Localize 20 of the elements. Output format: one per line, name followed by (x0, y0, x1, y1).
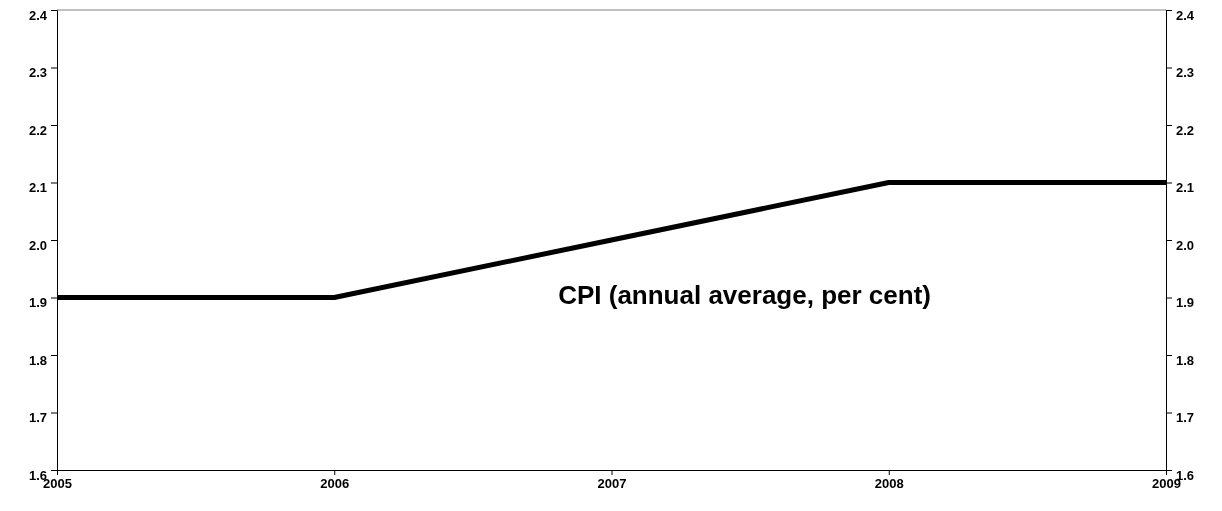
x-tick-label: 2007 (597, 476, 627, 492)
y2-tick-label: 2.3 (1176, 65, 1195, 81)
y2-tick-label: 1.7 (1176, 410, 1195, 426)
y-tick-label: 1.7 (28, 410, 47, 426)
y-tick-label: 2.1 (28, 180, 47, 196)
y2-tick-label: 1.8 (1176, 352, 1195, 368)
y-tick-label: 1.8 (28, 352, 47, 368)
y-tick-label: 2.2 (28, 122, 47, 138)
y2-tick-label: 2.1 (1176, 180, 1195, 196)
y-tick-label: 2.3 (28, 65, 47, 81)
y2-tick-label: 2.4 (1176, 7, 1195, 23)
x-tick-label: 2006 (320, 476, 350, 492)
y-tick-label: 1.9 (28, 295, 47, 311)
y2-tick-label: 2.2 (1176, 122, 1195, 138)
y2-tick-label: 1.9 (1176, 295, 1195, 311)
y-tick-label: 2.4 (28, 7, 48, 23)
y2-tick-label: 2.0 (1176, 237, 1195, 253)
x-tick-label: 2008 (874, 476, 904, 492)
y-tick-label: 2.0 (28, 237, 47, 253)
text: CPI (annual average, per cent) (558, 280, 931, 311)
